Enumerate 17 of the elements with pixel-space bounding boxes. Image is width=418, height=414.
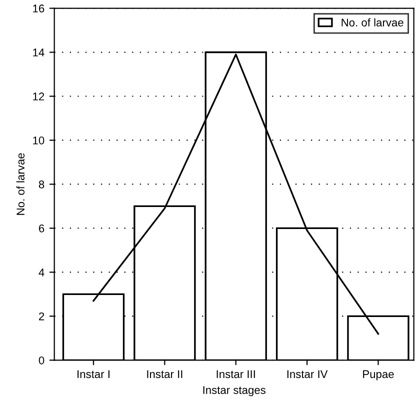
y-tick-label: 10 xyxy=(33,136,44,144)
x-tick-label: Instar IV xyxy=(287,370,328,378)
legend-label: No. of larvae xyxy=(342,18,404,26)
x-tick-label: Instar III xyxy=(216,370,255,378)
x-axis-title: Instar stages xyxy=(203,386,266,396)
y-tick-label: 14 xyxy=(33,48,44,56)
x-tick-label: Instar I xyxy=(78,370,110,378)
y-tick-label: 12 xyxy=(33,92,44,100)
y-tick-label: 2 xyxy=(39,312,44,320)
x-tick-label: Instar II xyxy=(147,370,182,378)
y-tick-label: 6 xyxy=(39,224,44,232)
x-tick-label: Pupae xyxy=(363,370,394,380)
y-tick-label: 16 xyxy=(33,4,44,12)
y-tick-label: 8 xyxy=(38,180,44,188)
y-axis-title: No. of larvae xyxy=(16,153,25,215)
y-tick-label: 0 xyxy=(38,356,44,364)
y-tick-label: 4 xyxy=(38,268,44,276)
